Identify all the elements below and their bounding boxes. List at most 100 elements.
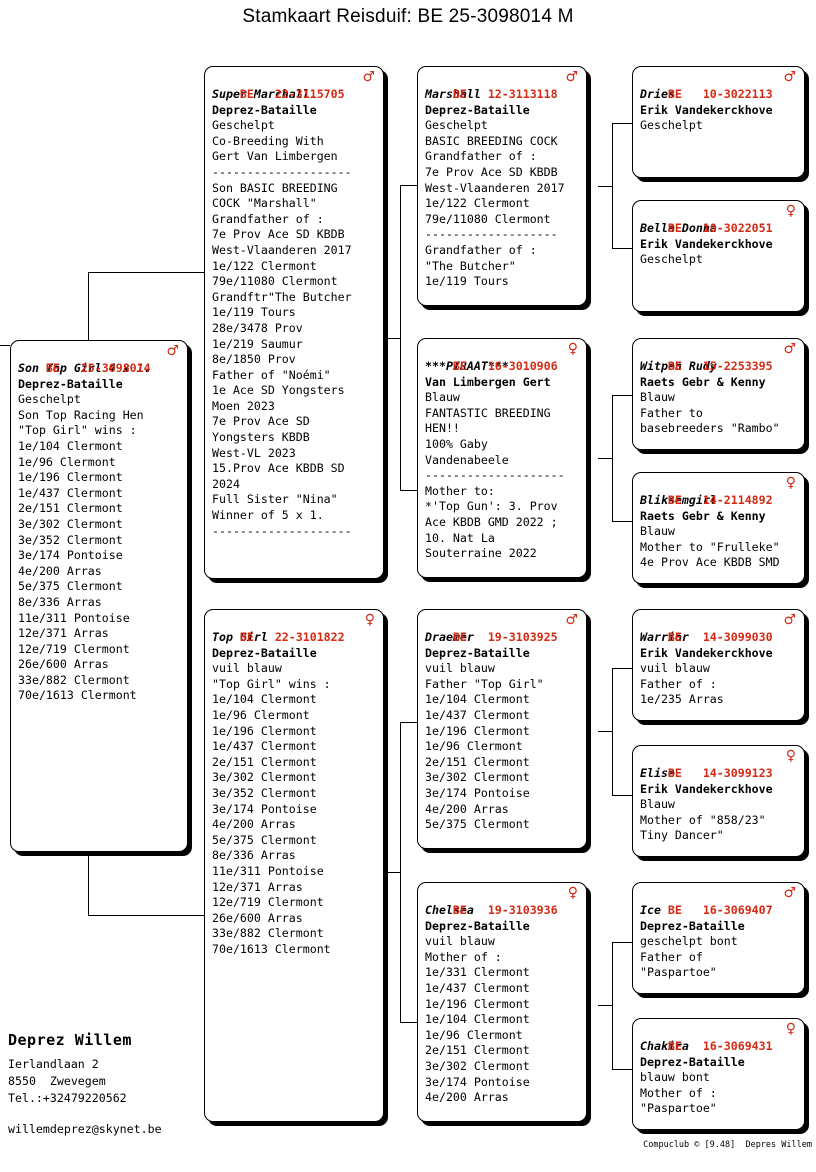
detail-line: 11e/311 Pontoise bbox=[212, 863, 324, 878]
pigeon-name: Witpen Rudy bbox=[640, 359, 717, 373]
detail-line: 12e/719 Clermont bbox=[18, 641, 130, 656]
detail-line: 1e/196 Clermont bbox=[425, 723, 530, 738]
pedigree-card-gen4-0[interactable]: BE 10-3022113 ♂ Dries Erik Vandekerckhov… bbox=[632, 66, 805, 178]
detail-line: 4e/200 Arras bbox=[18, 563, 102, 578]
pedigree-card-gen4-5[interactable]: BE 14-3099123 ♀ Elise Erik Vandekerckhov… bbox=[632, 745, 805, 857]
detail-line: 3e/302 Clermont bbox=[425, 1058, 530, 1073]
pigeon-name: Son Top Girl 4 x 1. bbox=[18, 361, 151, 375]
detail-line: Mother to "Frulleke" bbox=[640, 539, 780, 554]
ring-number-row: BE 10-3022051 ♀ bbox=[640, 203, 798, 235]
pigeon-name: Super Marchall bbox=[212, 87, 310, 101]
detail-line: basebreeders "Rambo" bbox=[640, 421, 780, 436]
connector bbox=[598, 186, 612, 187]
connector bbox=[385, 338, 400, 339]
detail-line: 1e/104 Clermont bbox=[212, 692, 317, 707]
detail-line: West-VL 2023 bbox=[212, 445, 296, 460]
sex-icon-male: ♂ bbox=[783, 69, 796, 85]
detail-line: Son BASIC BREEDING bbox=[212, 180, 338, 195]
detail-line: 4e Prov Ace KBDB SMD bbox=[640, 555, 780, 570]
pigeon-name: Chakira bbox=[640, 1039, 689, 1053]
detail-line: Moen 2023 bbox=[212, 398, 275, 413]
owner-city: 8550 Zwevegem bbox=[8, 1074, 106, 1088]
connector bbox=[598, 731, 612, 732]
pedigree-card-gen4-2[interactable]: BE 15-2253395 ♂ Witpen Rudy Raets Gebr &… bbox=[632, 338, 805, 450]
detail-line: 5e/375 Clermont bbox=[18, 579, 123, 594]
connector bbox=[400, 1022, 417, 1023]
detail-line: -------------------- bbox=[425, 468, 565, 483]
pedigree-card-father[interactable]: BE 22-3115705 ♂ Super Marchall Deprez-Ba… bbox=[204, 66, 384, 579]
detail-line: 15.Prov Ace KBDB SD bbox=[212, 461, 345, 476]
detail-line: 1e/219 Saumur bbox=[212, 336, 303, 351]
detail-lines: vuil blauw "Top Girl" wins :1e/104 Clermo… bbox=[212, 661, 377, 957]
detail-line: Co-Breeding With bbox=[212, 133, 324, 148]
connector bbox=[612, 668, 632, 669]
pedigree-card-gen4-6[interactable]: BE 16-3069407 ♂ Ice Deprez-Bataille gesc… bbox=[632, 882, 805, 994]
detail-line: Mother of "858/23" bbox=[640, 812, 766, 827]
detail-line: 1e/331 Clermont bbox=[425, 965, 530, 980]
connector bbox=[612, 521, 632, 522]
sex-icon-male: ♂ bbox=[565, 612, 578, 628]
breeder-name: Erik Vandekerckhove bbox=[640, 236, 773, 251]
pedigree-card-gen3-0[interactable]: BE 12-3113118 ♂ Marshall Deprez-Bataille… bbox=[417, 66, 587, 306]
ring-number-row: BE 22-3101822 ♀ bbox=[212, 612, 377, 644]
ring-number-row: BE 16-3069431 ♀ bbox=[640, 1021, 798, 1053]
detail-line: 3e/352 Clermont bbox=[18, 532, 123, 547]
detail-lines: vuil blauw Father "Top Girl" 1e/104 Clermo… bbox=[425, 661, 580, 833]
ring-number-row: BE 19-3103936 ♀ bbox=[425, 885, 580, 917]
detail-line: 10. Nat La bbox=[425, 530, 495, 545]
detail-line: 3e/302 Clermont bbox=[212, 770, 317, 785]
sex-icon-female: ♀ bbox=[567, 341, 578, 357]
detail-line: "Paspartoe" bbox=[640, 1101, 717, 1116]
pedigree-card-gen3-1[interactable]: BE 16-3010906 ♀ ***PIRAAT*** Van Limberg… bbox=[417, 338, 587, 578]
detail-line: 8e/336 Arras bbox=[212, 848, 296, 863]
detail-line: 1e/437 Clermont bbox=[18, 485, 123, 500]
pedigree-card-gen3-2[interactable]: BE 19-3103925 ♂ Draemer Deprez-Bataille … bbox=[417, 609, 587, 849]
detail-line: 1e/104 Clermont bbox=[425, 692, 530, 707]
pigeon-name: Top Girl bbox=[212, 630, 268, 644]
detail-line: 8e/336 Arras bbox=[18, 594, 102, 609]
detail-line: Geschelpt bbox=[640, 252, 703, 267]
ring-number-row: BE 19-3103925 ♂ bbox=[425, 612, 580, 644]
detail-line: 70e/1613 Clermont bbox=[212, 941, 331, 956]
detail-line: 3e/174 Pontoise bbox=[212, 801, 317, 816]
pedigree-card-gen4-1[interactable]: BE 10-3022051 ♀ Bella Donna Erik Vandeke… bbox=[632, 200, 805, 312]
detail-line: Winner of 5 x 1. bbox=[212, 508, 324, 523]
detail-line: 4e/200 Arras bbox=[212, 817, 296, 832]
pedigree-card-gen4-4[interactable]: BE 14-3099030 ♂ Warrior Erik Vandekerckh… bbox=[632, 609, 805, 721]
detail-line: Geschelpt bbox=[640, 118, 703, 133]
detail-line: 3e/352 Clermont bbox=[212, 785, 317, 800]
pedigree-card-subject[interactable]: BE 25-3098014 ♂ Son Top Girl 4 x 1. Depr… bbox=[10, 340, 188, 852]
detail-line: 1e/104 Clermont bbox=[425, 1012, 530, 1027]
detail-line: -------------------- bbox=[212, 164, 352, 179]
sex-icon-female: ♀ bbox=[785, 748, 796, 764]
detail-line: 3e/302 Clermont bbox=[18, 516, 123, 531]
detail-lines: vuil blauw Mother of :1e/331 Clermont 1e/4… bbox=[425, 934, 580, 1106]
pedigree-card-gen4-7[interactable]: BE 16-3069431 ♀ Chakira Deprez-Bataille … bbox=[632, 1018, 805, 1130]
pigeon-name: Dries bbox=[640, 87, 675, 101]
sex-icon-male: ♂ bbox=[783, 612, 796, 628]
detail-line: BASIC BREEDING COCK bbox=[425, 133, 558, 148]
detail-line: 1e/196 Clermont bbox=[425, 996, 530, 1011]
pedigree-card-gen4-3[interactable]: BE 14-2114892 ♀ Bliksemgirl Raets Gebr &… bbox=[632, 472, 805, 584]
detail-line: 7e Prov Ace SD KBDB bbox=[212, 227, 345, 242]
detail-line: HEN!! bbox=[425, 421, 460, 436]
connector bbox=[400, 722, 417, 723]
sex-icon-female: ♀ bbox=[785, 203, 796, 219]
detail-line: COCK "Marshall" bbox=[212, 196, 317, 211]
detail-lines: geschelpt bont Father of "Paspartoe" bbox=[640, 934, 798, 981]
detail-line: "Top Girl" wins : bbox=[212, 676, 331, 691]
pedigree-card-mother[interactable]: BE 22-3101822 ♀ Top Girl Deprez-Bataille… bbox=[204, 609, 384, 1122]
ring-number-row: BE 10-3022113 ♂ bbox=[640, 69, 798, 101]
detail-line: 1e/96 Clermont bbox=[18, 454, 116, 469]
detail-lines: Blauw Father to basebreeders "Rambo" bbox=[640, 390, 798, 437]
detail-line: 1e Ace SD Yongsters bbox=[212, 383, 345, 398]
ring-number-row: BE 16-3010906 ♀ bbox=[425, 341, 580, 373]
ring-number: BE 10-3022051 bbox=[667, 220, 773, 235]
detail-line: 3e/302 Clermont bbox=[425, 770, 530, 785]
connector bbox=[612, 795, 632, 796]
detail-lines: Blauw FANTASTIC BREEDING HEN!! 100% Gaby Van… bbox=[425, 390, 580, 562]
detail-lines: Blauw Mother of "858/23" Tiny Dancer" bbox=[640, 797, 798, 844]
pigeon-name: Ice bbox=[640, 903, 661, 917]
ring-number: BE 10-3022113 bbox=[667, 86, 773, 101]
pedigree-card-gen3-3[interactable]: BE 19-3103936 ♀ Chelsea Deprez-Bataille … bbox=[417, 882, 587, 1122]
